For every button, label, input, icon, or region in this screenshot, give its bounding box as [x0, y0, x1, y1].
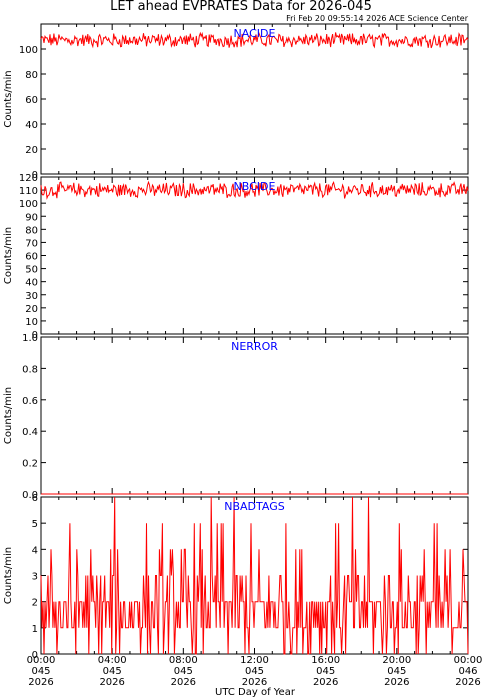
y-tick-label: 0.0: [22, 490, 38, 501]
panel-nbcide: 0 10 20 30 40 50 60 70 80 90 100 110 120 Counts/min NB…: [3, 173, 469, 341]
y-tick-label: 70: [25, 238, 38, 249]
chart-timestamp: Fri Feb 20 09:55:14 2026 ACE Science Cen…: [286, 14, 469, 23]
x-tick-label-day: 045: [31, 666, 50, 677]
y-tick-label: 60: [25, 252, 38, 263]
y-tick-label: 6: [32, 493, 38, 504]
x-tick-label-day: 045: [245, 666, 264, 677]
panel-label: NERROR: [231, 340, 278, 353]
y-tick-label: 60: [25, 95, 38, 106]
y-tick-label: 3: [32, 572, 38, 583]
y-tick-label: 1: [32, 624, 38, 635]
y-tick-label: 1.0: [22, 333, 38, 344]
y-tick-label: 2: [32, 598, 38, 609]
x-tick-label-year: 2026: [313, 677, 338, 688]
series-line-nacide: [40, 31, 469, 49]
x-tick-label-year: 2026: [455, 677, 480, 688]
y-axis-label: Counts/min: [3, 70, 14, 127]
y-tick-label: 0: [32, 650, 38, 661]
y-tick-label: 30: [25, 291, 38, 302]
x-tick-label-day: 045: [387, 666, 406, 677]
y-tick-label: 0.6: [22, 396, 38, 407]
x-tick-label-time: 12:00: [240, 655, 269, 666]
y-tick-label: 40: [25, 120, 38, 131]
y-axis-label: Counts/min: [3, 387, 14, 444]
y-tick-label: 100: [19, 199, 38, 210]
y-tick-label: 0.8: [22, 364, 38, 375]
y-tick-label: 0: [32, 170, 38, 181]
y-axis-label: Counts/min: [3, 227, 14, 284]
x-tick-label-time: 16:00: [311, 655, 340, 666]
y-tick-label: 110: [19, 186, 38, 197]
x-tick-label-day: 045: [103, 666, 122, 677]
x-tick-label-day: 046: [458, 666, 477, 677]
y-tick-label: 90: [25, 212, 38, 223]
y-tick-label: 80: [25, 70, 38, 81]
y-tick-label: 120: [19, 173, 38, 184]
x-tick-label-year: 2026: [99, 677, 124, 688]
series-line-nbadtags: [40, 496, 469, 655]
y-tick-label: 20: [25, 145, 38, 156]
y-tick-label: 10: [25, 317, 38, 328]
x-tick-label-day: 045: [316, 666, 335, 677]
x-tick-label-time: 04:00: [98, 655, 127, 666]
panel-label: NBADTAGS: [224, 500, 284, 513]
chart-panels: 020406080100Counts/minNACIDE010203040506…: [3, 23, 482, 688]
x-tick-label-year: 2026: [242, 677, 267, 688]
panel-label: NBCIDE: [234, 180, 276, 193]
chart-title: LET ahead EVPRATES Data for 2026-045: [110, 0, 372, 14]
y-tick-label: 20: [25, 304, 38, 315]
x-tick-label-day: 045: [174, 666, 193, 677]
y-axis-label: Counts/min: [3, 547, 14, 604]
panel-frame: [40, 336, 469, 495]
x-tick-label-time: 00:00: [454, 655, 482, 666]
panel-frame: [40, 176, 469, 335]
y-tick-label: 100: [19, 45, 38, 56]
series-line-nbcide: [40, 180, 469, 200]
x-tick-label-year: 2026: [171, 677, 196, 688]
x-tick-label-time: 20:00: [382, 655, 411, 666]
panel-nbadtags: 0 1 2 3 4 5 6 Counts/min NBADTAGS: [3, 493, 469, 661]
y-tick-label: 80: [25, 225, 38, 236]
panel-frame: [40, 23, 469, 175]
y-tick-label: 0: [32, 330, 38, 341]
panel-nacide: 0 20 40 60 80 100 Counts/min NACIDE: [3, 23, 469, 181]
y-tick-label: 0.2: [22, 459, 38, 470]
y-tick-label: 4: [32, 545, 38, 556]
x-tick-label-time: 00:00: [27, 655, 56, 666]
x-tick-label-year: 2026: [28, 677, 53, 688]
y-tick-label: 40: [25, 278, 38, 289]
x-tick-label-year: 2026: [384, 677, 409, 688]
y-tick-label: 5: [32, 519, 38, 530]
x-tick-label-time: 08:00: [169, 655, 198, 666]
y-tick-label: 0.4: [22, 427, 38, 438]
y-tick-label: 50: [25, 265, 38, 276]
panel-label: NACIDE: [234, 27, 276, 40]
x-axis-label: UTC Day of Year: [215, 687, 296, 698]
panel-nerror: 0.0 0.2 0.4 0.6 0.8 1.0 Counts/min NERROR: [3, 333, 469, 501]
